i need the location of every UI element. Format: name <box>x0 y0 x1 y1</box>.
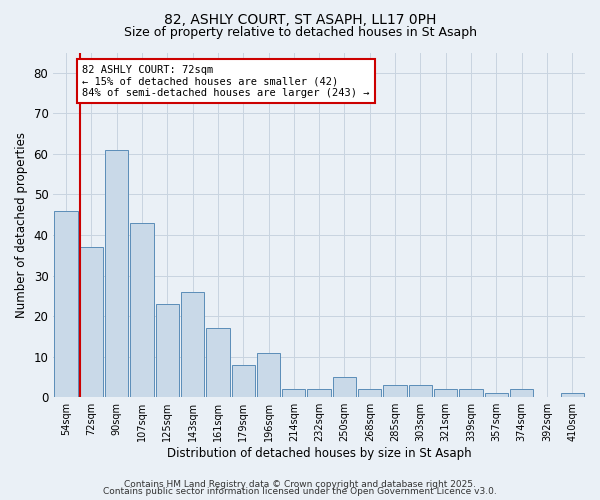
Bar <box>434 389 457 397</box>
Bar <box>383 385 407 397</box>
Bar <box>409 385 432 397</box>
Text: 82, ASHLY COURT, ST ASAPH, LL17 0PH: 82, ASHLY COURT, ST ASAPH, LL17 0PH <box>164 12 436 26</box>
Bar <box>358 389 382 397</box>
Y-axis label: Number of detached properties: Number of detached properties <box>15 132 28 318</box>
Text: Contains public sector information licensed under the Open Government Licence v3: Contains public sector information licen… <box>103 487 497 496</box>
Bar <box>333 377 356 397</box>
Bar <box>105 150 128 397</box>
Bar <box>232 365 255 397</box>
Bar <box>130 223 154 397</box>
Text: Size of property relative to detached houses in St Asaph: Size of property relative to detached ho… <box>124 26 476 39</box>
Bar <box>206 328 230 397</box>
Text: 82 ASHLY COURT: 72sqm
← 15% of detached houses are smaller (42)
84% of semi-deta: 82 ASHLY COURT: 72sqm ← 15% of detached … <box>82 64 370 98</box>
Bar <box>181 292 204 397</box>
Bar <box>282 389 305 397</box>
Bar <box>460 389 483 397</box>
Bar <box>257 352 280 397</box>
Bar <box>510 389 533 397</box>
Text: Contains HM Land Registry data © Crown copyright and database right 2025.: Contains HM Land Registry data © Crown c… <box>124 480 476 489</box>
Bar <box>155 304 179 397</box>
Bar <box>307 389 331 397</box>
Bar <box>55 210 77 397</box>
Bar <box>80 247 103 397</box>
Bar <box>560 393 584 397</box>
Bar <box>485 393 508 397</box>
X-axis label: Distribution of detached houses by size in St Asaph: Distribution of detached houses by size … <box>167 447 472 460</box>
